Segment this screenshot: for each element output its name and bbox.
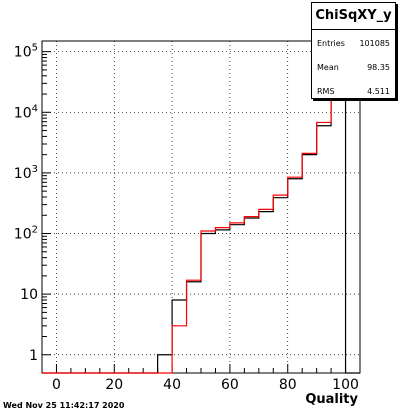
x-tick-label: 20 xyxy=(105,377,123,393)
axis-ticks xyxy=(41,51,361,373)
y-tick-label: 104 xyxy=(14,103,38,121)
y-tick-label: 10 xyxy=(20,287,38,303)
y-tick-labels: 1 10 102 103 104 105 xyxy=(14,43,38,364)
histogram-series xyxy=(42,58,360,374)
x-tick-labels: 0 20 40 60 80 100 xyxy=(52,377,359,393)
x-tick-label: 40 xyxy=(163,377,181,393)
x-tick-label: 80 xyxy=(279,377,297,393)
stats-label: RMS xyxy=(317,87,335,96)
stats-value: 98.35 xyxy=(367,63,390,72)
stats-label: Mean xyxy=(317,63,339,72)
x-tick-label: 100 xyxy=(332,377,359,393)
timestamp: Wed Nov 25 11:42:17 2020 xyxy=(3,401,125,410)
histogram-series-0 xyxy=(42,90,360,374)
stats-value: 4.511 xyxy=(367,87,390,96)
y-tick-label: 105 xyxy=(14,43,38,61)
y-tick-label: 103 xyxy=(14,164,38,182)
stats-label: Entries xyxy=(317,39,345,48)
x-axis-title: Quality xyxy=(305,392,358,407)
x-tick-label: 60 xyxy=(221,377,239,393)
y-tick-label: 1 xyxy=(29,348,38,364)
histogram-series-1 xyxy=(42,58,360,374)
y-tick-label: 102 xyxy=(14,225,38,243)
stats-box: ChiSqXY_y Entries 101085 Mean 98.35 RMS … xyxy=(311,2,396,99)
stats-title: ChiSqXY_y xyxy=(312,3,395,30)
stats-value: 101085 xyxy=(359,39,390,48)
x-tick-label: 0 xyxy=(52,377,61,393)
